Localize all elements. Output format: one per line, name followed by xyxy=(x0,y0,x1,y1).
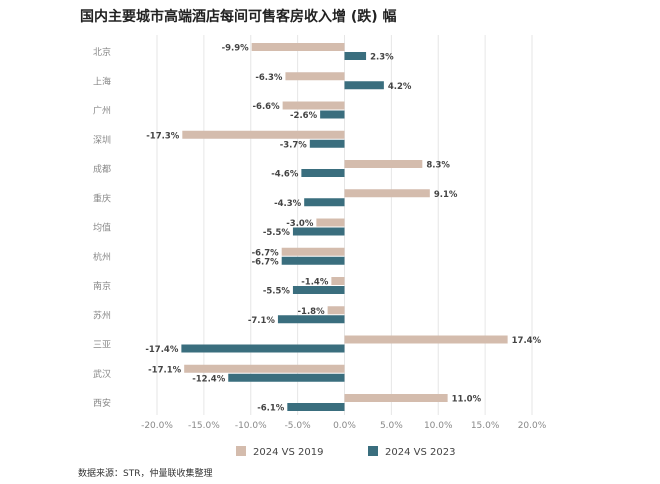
bar xyxy=(228,373,345,382)
legend-swatch xyxy=(368,446,378,456)
x-tick-label: -5.0% xyxy=(285,421,312,431)
x-tick-label: 0.0% xyxy=(333,421,356,431)
data-label: 8.3% xyxy=(426,161,450,171)
data-label: -6.3% xyxy=(255,73,283,83)
legend-label: 2024 VS 2023 xyxy=(385,447,455,458)
bar xyxy=(301,169,345,177)
data-label: -12.4% xyxy=(192,374,225,384)
x-tick-label: 5.0% xyxy=(380,421,403,431)
data-label: -1.8% xyxy=(298,307,326,317)
bar xyxy=(281,247,345,256)
x-tick-label: 10.0% xyxy=(424,421,453,431)
chart-title: 国内主要城市高端酒店每间可售客房收入增 (跌) 幅 xyxy=(80,9,397,25)
data-label: 11.0% xyxy=(452,395,482,405)
data-label: -6.1% xyxy=(257,404,285,414)
category-label: 重庆 xyxy=(93,192,111,204)
x-tick-label: -15.0% xyxy=(188,421,220,431)
bar xyxy=(287,403,345,411)
data-label: -4.3% xyxy=(274,199,302,209)
data-label: -6.7% xyxy=(252,248,280,258)
bar xyxy=(344,160,423,168)
bar xyxy=(184,364,345,373)
data-label: 4.2% xyxy=(388,82,412,92)
data-label: 17.4% xyxy=(512,336,542,346)
category-label: 成都 xyxy=(93,163,111,175)
bar xyxy=(327,306,345,315)
category-label: 深圳 xyxy=(93,135,111,146)
bar xyxy=(304,198,345,207)
x-tick-label: -20.0% xyxy=(141,421,173,431)
data-label: -4.6% xyxy=(271,170,299,180)
category-label: 南京 xyxy=(93,280,111,292)
source-note: 数据来源：STR，仲量联收集整理 xyxy=(78,469,213,479)
bar xyxy=(282,101,345,110)
data-label: -17.1% xyxy=(148,365,181,375)
x-tick-label: 20.0% xyxy=(518,421,547,431)
category-label: 均值 xyxy=(93,222,111,234)
data-label: -6.7% xyxy=(252,257,280,267)
data-label: -1.4% xyxy=(301,278,329,288)
data-label: 2.3% xyxy=(370,53,394,63)
data-label: -5.5% xyxy=(263,228,291,238)
bar xyxy=(316,218,345,227)
category-label: 西安 xyxy=(93,397,111,409)
bar xyxy=(292,227,345,236)
data-label: -3.0% xyxy=(286,219,314,229)
data-label: -2.6% xyxy=(290,111,318,121)
bar xyxy=(344,335,508,344)
data-label: -17.4% xyxy=(145,345,178,355)
data-label: -6.6% xyxy=(253,102,281,112)
category-label: 广州 xyxy=(93,105,111,117)
bar xyxy=(251,43,345,51)
legend-swatch xyxy=(236,446,246,456)
bar xyxy=(281,256,345,265)
bar xyxy=(320,110,345,119)
bar xyxy=(344,52,367,60)
legend-label: 2024 VS 2019 xyxy=(253,447,323,458)
bar xyxy=(181,344,345,353)
bar xyxy=(309,139,345,148)
data-label: 9.1% xyxy=(434,190,458,200)
data-label: -9.9% xyxy=(222,44,250,54)
bar xyxy=(344,189,430,198)
bar xyxy=(292,286,345,294)
bar xyxy=(344,394,448,402)
x-tick-label: 15.0% xyxy=(471,421,500,431)
data-label: -17.3% xyxy=(146,131,179,141)
category-label: 武汉 xyxy=(93,368,111,380)
data-label: -5.5% xyxy=(263,287,291,297)
category-label: 三亚 xyxy=(93,340,111,351)
data-label: -7.1% xyxy=(248,316,276,326)
bar xyxy=(285,72,345,81)
category-label: 杭州 xyxy=(93,251,111,263)
bar xyxy=(277,315,345,324)
category-label: 上海 xyxy=(93,75,111,87)
bar xyxy=(331,277,345,285)
x-tick-label: -10.0% xyxy=(235,421,267,431)
data-label: -3.7% xyxy=(280,140,308,150)
category-label: 北京 xyxy=(93,46,111,58)
bar xyxy=(344,81,384,90)
bar xyxy=(182,130,345,139)
category-label: 苏州 xyxy=(93,309,111,321)
